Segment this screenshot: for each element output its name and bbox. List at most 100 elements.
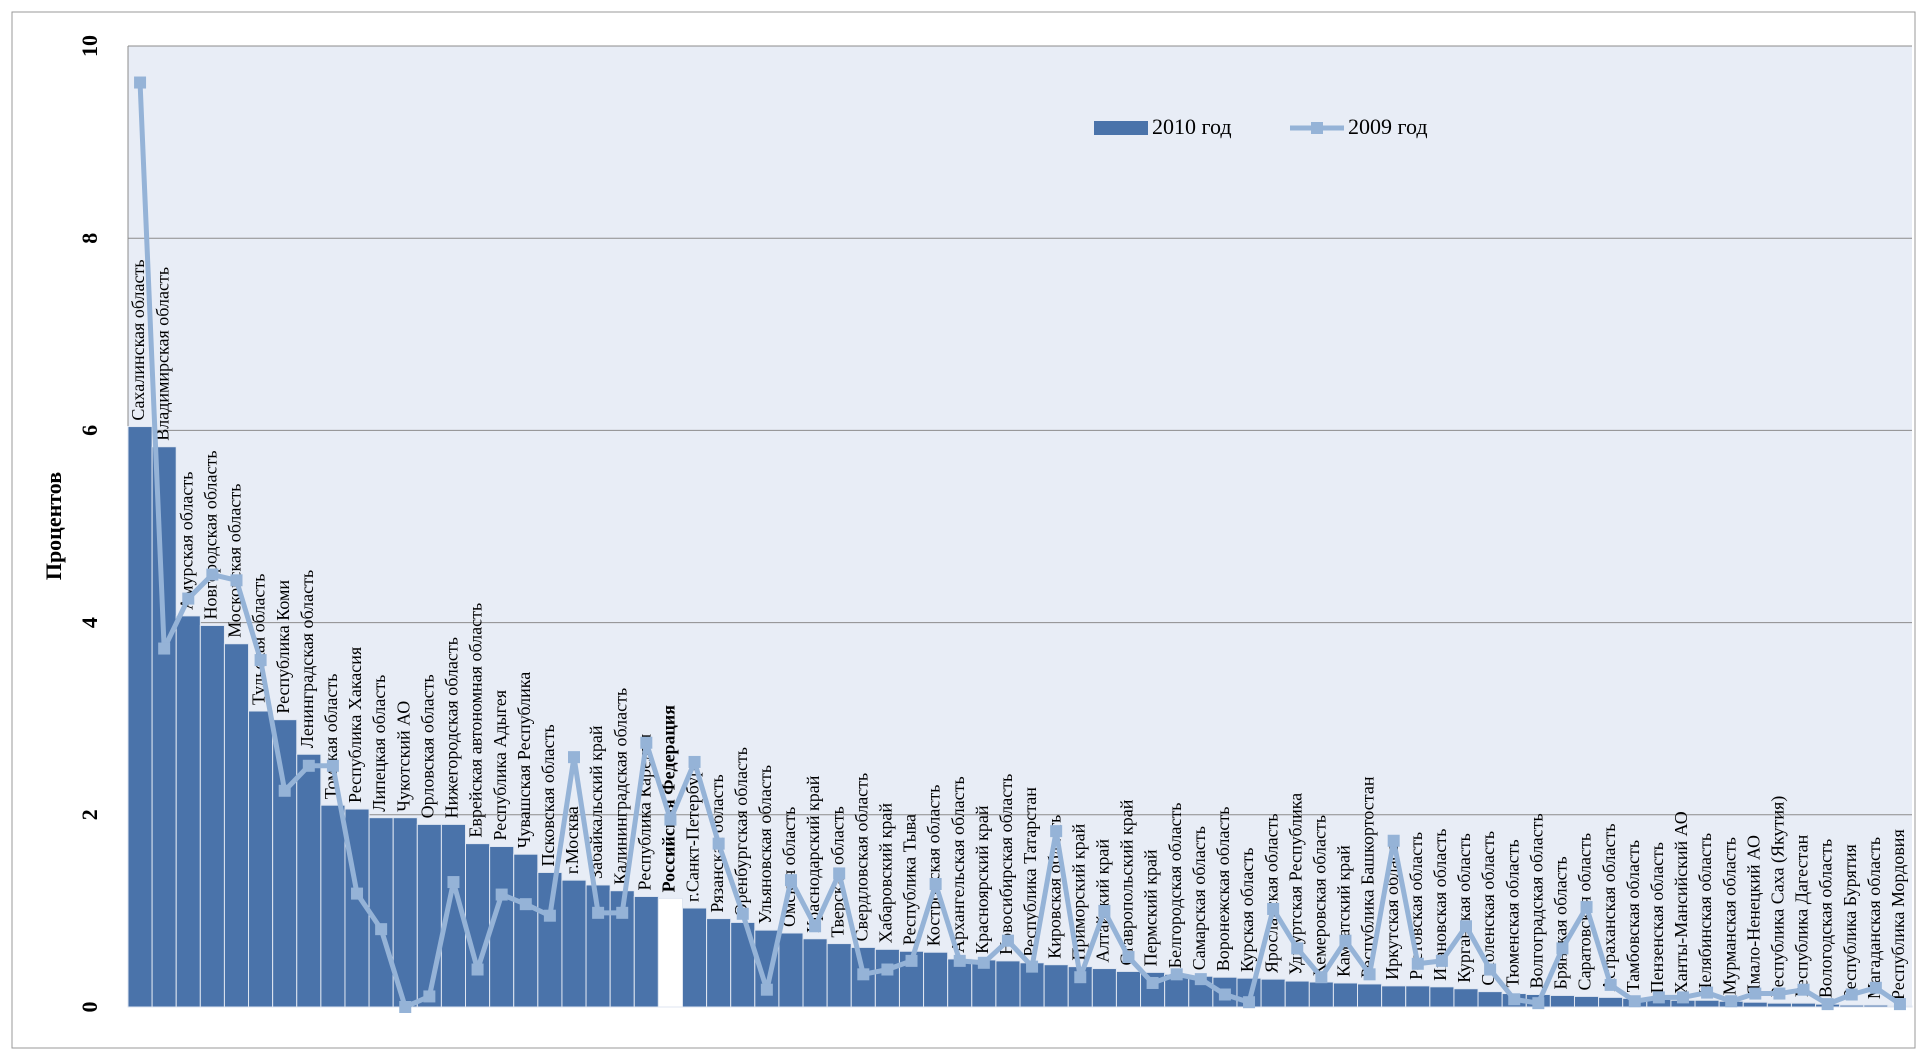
- bar: [923, 951, 949, 1008]
- bar: [248, 710, 274, 1008]
- category-label: Астраханская область: [1599, 823, 1619, 991]
- category-label: Республика Хакасия: [345, 647, 365, 803]
- y-tick-label: 4: [77, 617, 102, 628]
- legend-marker: [1311, 122, 1323, 134]
- line-marker: [423, 990, 436, 1003]
- bar: [778, 932, 804, 1008]
- line-marker: [278, 784, 291, 797]
- line-marker: [1701, 986, 1714, 999]
- category-label: Брянская область: [1551, 856, 1571, 989]
- line-marker: [881, 963, 894, 976]
- bar: [995, 960, 1021, 1008]
- category-label: Алтайский край: [1093, 839, 1113, 963]
- line-marker: [1315, 971, 1328, 984]
- bar: [706, 918, 732, 1008]
- line-marker: [833, 867, 846, 880]
- line-marker: [1146, 976, 1159, 989]
- category-label: Республика Карелия: [634, 734, 654, 891]
- bar: [296, 753, 322, 1008]
- y-tick-label: 10: [77, 35, 102, 57]
- category-label: Владимирская область: [152, 267, 172, 441]
- y-tick-label: 8: [77, 233, 102, 244]
- category-label: Хабаровский край: [876, 803, 896, 944]
- bar: [1381, 985, 1407, 1008]
- bar: [1091, 968, 1117, 1008]
- line-marker: [1749, 987, 1762, 1000]
- y-axis-label: Процентов: [41, 472, 66, 580]
- bar: [633, 895, 659, 1008]
- bar: [1332, 982, 1359, 1008]
- line-marker: [760, 983, 773, 996]
- category-label: Воронежская область: [1213, 806, 1233, 971]
- bar: [561, 879, 587, 1008]
- category-label: Нижегородская область: [442, 637, 462, 818]
- line-marker: [1532, 997, 1545, 1010]
- category-label: Удмуртская Республика: [1285, 793, 1305, 975]
- category-label: Республика Саха (Якутия): [1768, 796, 1789, 997]
- bar: [1549, 994, 1575, 1008]
- category-label: Белгородская область: [1165, 802, 1185, 968]
- line-marker: [543, 909, 556, 922]
- line-marker: [688, 755, 701, 768]
- bar: [272, 719, 298, 1008]
- category-label: Липецкая область: [369, 675, 389, 812]
- bar: [1405, 985, 1431, 1008]
- line-marker: [1676, 991, 1689, 1004]
- line-marker: [1243, 996, 1256, 1009]
- bar: [1694, 999, 1720, 1008]
- line-marker: [1869, 981, 1882, 994]
- category-label: Республика Дагестан: [1792, 834, 1812, 997]
- line-marker: [1604, 978, 1617, 991]
- line-marker: [1050, 825, 1063, 838]
- category-label: Республика Мордовия: [1888, 829, 1908, 1000]
- category-label: Ивановская область: [1430, 829, 1450, 981]
- bar: [127, 426, 153, 1008]
- legend-label: 2010 год: [1152, 114, 1232, 139]
- line-marker: [1893, 998, 1906, 1011]
- bar: [1260, 978, 1286, 1008]
- category-label: Пензенская область: [1647, 842, 1667, 993]
- line-marker: [134, 76, 147, 89]
- line-series: [137, 82, 1902, 1010]
- category-label: Курская область: [1237, 848, 1257, 973]
- line-marker: [905, 954, 918, 967]
- category-label: Кемеровская область: [1309, 815, 1329, 976]
- line-marker: [712, 837, 725, 850]
- category-label: Ставропольский край: [1117, 799, 1137, 965]
- line-marker: [1387, 834, 1400, 847]
- bar: [513, 853, 539, 1008]
- category-label: Ульяновская область: [755, 765, 775, 924]
- line-marker: [616, 906, 629, 919]
- category-label: Краснодарский край: [803, 775, 823, 932]
- line-marker: [857, 968, 870, 981]
- line-marker: [784, 874, 797, 887]
- category-label: Ростовская область: [1406, 832, 1426, 980]
- line-marker: [1773, 987, 1786, 1000]
- category-label: Еврейская автономная область: [466, 603, 486, 838]
- line-marker: [206, 568, 219, 581]
- line-marker: [1508, 993, 1521, 1006]
- bar: [1308, 981, 1334, 1008]
- line-marker: [809, 920, 822, 933]
- line-marker: [158, 642, 171, 655]
- category-label: Свердловская область: [851, 773, 871, 942]
- line-marker: [1821, 998, 1834, 1011]
- category-label: Архангельская область: [948, 776, 968, 953]
- line-marker: [1435, 954, 1448, 967]
- line-marker: [351, 887, 364, 900]
- category-label: Сахалинская область: [128, 259, 148, 420]
- line-marker: [375, 923, 388, 936]
- category-label: Псковская область: [538, 724, 558, 866]
- line-marker: [1218, 988, 1231, 1001]
- category-label: Республика Татарстан: [1020, 787, 1040, 957]
- category-label: Ханты-Мансийский АО: [1671, 811, 1691, 994]
- category-label: Курганская область: [1454, 833, 1474, 983]
- line-marker: [1484, 963, 1497, 976]
- category-label: Омская область: [779, 807, 799, 927]
- bar: [1115, 970, 1142, 1008]
- line-marker: [1797, 983, 1810, 996]
- category-label: Волгоградская область: [1526, 813, 1546, 988]
- y-tick-label: 2: [77, 809, 102, 820]
- bar: [826, 943, 852, 1008]
